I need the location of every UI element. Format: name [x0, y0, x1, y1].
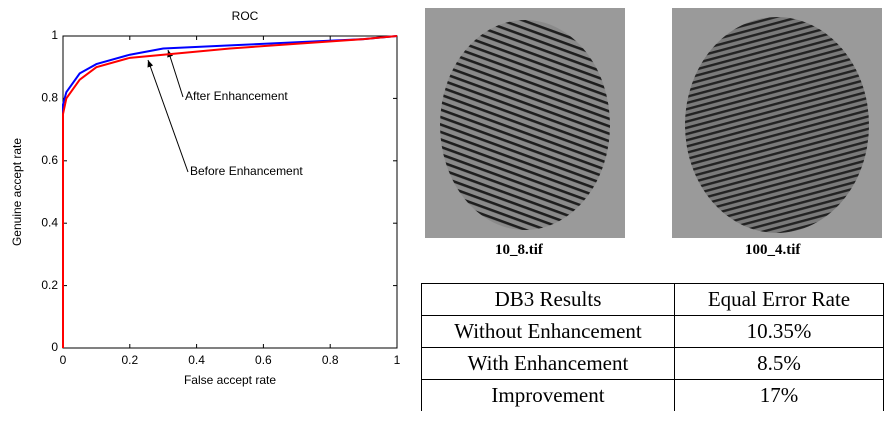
cell: 10.35% — [675, 316, 884, 348]
roc-curve — [63, 36, 397, 348]
header-cell: DB3 Results — [422, 284, 675, 316]
x-tick-label: 0.4 — [188, 353, 205, 367]
fingerprint-texture — [440, 20, 610, 230]
x-tick-label: 0.8 — [322, 353, 339, 367]
fingerprint-texture — [685, 17, 869, 233]
y-tick-label: 0.8 — [41, 91, 58, 105]
chart-title: ROC — [232, 9, 259, 23]
y-axis-label: Genuine accept rate — [10, 138, 24, 246]
y-tick-label: 1 — [51, 28, 58, 42]
x-tick-label: 0 — [60, 353, 67, 367]
cell: With Enhancement — [422, 348, 675, 380]
annotation-arrow — [148, 60, 188, 172]
plot-frame — [63, 36, 397, 348]
x-axis-label: False accept rate — [184, 373, 276, 387]
y-tick-label: 0.4 — [41, 215, 58, 229]
y-tick-label: 0 — [51, 340, 58, 354]
x-tick-label: 0.6 — [255, 353, 272, 367]
roc-curve — [63, 36, 397, 348]
cell: Without Enhancement — [422, 316, 675, 348]
header-cell: Equal Error Rate — [675, 284, 884, 316]
figure: ROC False accept rate Genuine accept rat… — [0, 0, 892, 421]
annotation: After Enhancement — [185, 89, 288, 103]
x-tick-label: 0.2 — [121, 353, 138, 367]
x-tick-label: 1 — [394, 353, 401, 367]
results-table: DB3 Results Equal Error Rate Without Enh… — [421, 283, 884, 411]
cell: Improvement — [422, 380, 675, 412]
annotation: Before Enhancement — [190, 164, 303, 178]
table-header: DB3 Results Equal Error Rate — [422, 284, 884, 316]
image-caption: 100_4.tif — [745, 242, 800, 259]
y-tick-label: 0.2 — [41, 278, 58, 292]
annotation-arrow — [168, 50, 183, 97]
image-caption: 10_8.tif — [495, 242, 543, 259]
y-tick-label: 0.6 — [41, 153, 58, 167]
cell: 17% — [675, 380, 884, 412]
cell: 8.5% — [675, 348, 884, 380]
